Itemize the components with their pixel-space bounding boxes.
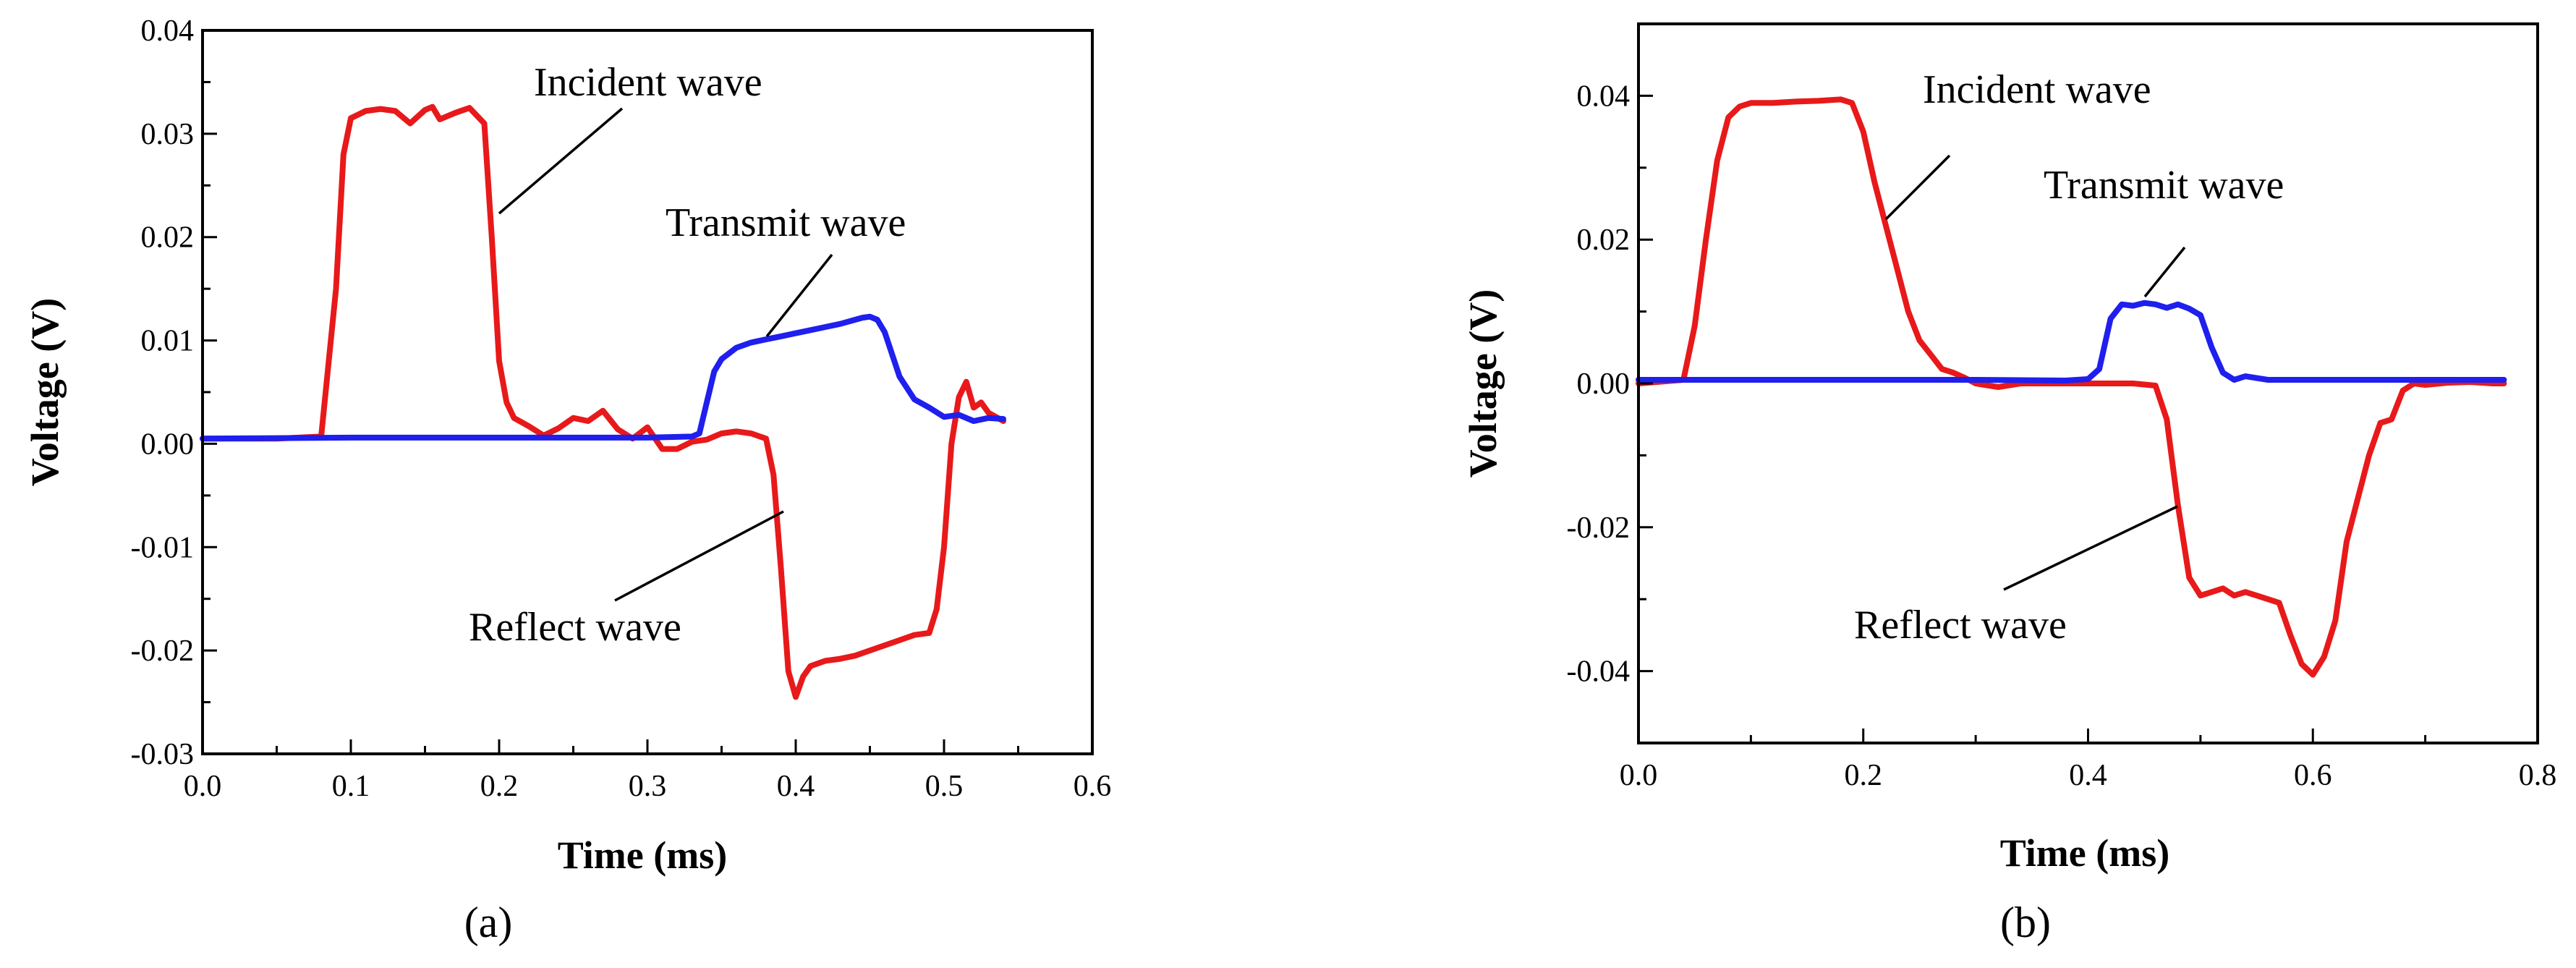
panel-b-x-tick-label: 0.8 — [2519, 759, 2557, 792]
chart-panel-b: 0.0 0.2 0.4 0.6 0.8 -0.04 -0.02 0.00 0.02 0.04 In… — [1461, 22, 2557, 946]
panel-b-x-tick-label: 0.2 — [1845, 759, 1883, 792]
panel-a-x-tick-label: 0.1 — [332, 770, 370, 803]
panel-b-series-layer — [1636, 96, 2507, 678]
panel-a-transmit-annotation: Transmit wave — [666, 200, 906, 245]
panel-a-y-tick-label: 0.00 — [141, 428, 195, 461]
panel-a-y-tick-label: 0.04 — [141, 14, 195, 48]
panel-a-reflect-leader — [614, 510, 784, 602]
panel-b-x-tick-label: 0.4 — [2069, 759, 2107, 792]
panel-a-y-tick-label: -0.02 — [131, 634, 195, 668]
panel-b-x-axis-label: Time (ms) — [2000, 831, 2169, 875]
panel-b-x-tick-label: 0.6 — [2294, 759, 2332, 792]
panel-b-y-tick-label: 0.04 — [1577, 80, 1631, 113]
panel-b-reflect-leader — [2003, 505, 2178, 591]
panel-b-label: (b) — [2000, 899, 2051, 946]
panel-a-x-tick-label: 0.6 — [1074, 770, 1112, 803]
chart-panel-a: 0.0 0.1 0.2 0.3 0.4 0.5 0.6 -0.03 -0.02 -0.01 0.00… — [23, 14, 1111, 946]
panel-a-y-tick-label: -0.03 — [131, 738, 195, 771]
panel-a-x-tick-label: 0.0 — [184, 770, 222, 803]
panel-a-incident-leader — [498, 107, 624, 215]
panel-b-transmit-leader — [2143, 246, 2186, 298]
panel-a-reflect-annotation: Reflect wave — [469, 605, 681, 650]
panel-a-y-tick-label: 0.03 — [141, 118, 195, 151]
panel-a-y-tick-label: 0.02 — [141, 221, 195, 255]
panel-b-ticks: 0.0 0.2 0.4 0.6 0.8 -0.04 -0.02 0.00 0.02 0.04 — [1567, 22, 2557, 792]
panel-b-incident-leader — [1884, 154, 1951, 221]
panel-b-y-tick-label: -0.02 — [1567, 511, 1631, 545]
panel-a-x-tick-label: 0.4 — [777, 770, 815, 803]
panel-a-ticks: 0.0 0.1 0.2 0.3 0.4 0.5 0.6 -0.03 -0.02 -0.01 0.00… — [131, 14, 1112, 803]
panel-b-y-axis-label: Voltage (V) — [1461, 289, 1505, 477]
panel-a-incident-annotation: Incident wave — [534, 60, 762, 105]
panel-a-x-axis-label: Time (ms) — [558, 833, 727, 877]
panel-b-x-tick-label: 0.0 — [1620, 759, 1658, 792]
panel-a-y-axis-label: Voltage (V) — [23, 298, 67, 486]
panel-b-transmit-annotation: Transmit wave — [2044, 163, 2284, 208]
panel-b-series-incident-reflect-line — [1636, 96, 2507, 678]
panel-a-series-layer — [200, 103, 1006, 700]
panel-b-y-tick-label: 0.02 — [1577, 224, 1631, 257]
panel-b-y-tick-label: 0.00 — [1577, 368, 1631, 401]
panel-a-x-tick-label: 0.2 — [480, 770, 519, 803]
panel-a-series-transmit-line — [200, 313, 1006, 442]
panel-a-y-tick-label: -0.01 — [131, 531, 195, 564]
panel-a-series-incident-reflect-line — [200, 103, 1006, 700]
panel-a-x-tick-label: 0.3 — [629, 770, 667, 803]
panel-b-incident-annotation: Incident wave — [1923, 67, 2151, 112]
panel-a-label: (a) — [464, 899, 513, 946]
panel-b-series-transmit-line — [1636, 300, 2507, 383]
panel-a-y-tick-label: 0.01 — [141, 325, 195, 358]
panel-b-y-tick-label: -0.04 — [1567, 655, 1631, 689]
panel-a-x-tick-label: 0.5 — [925, 770, 964, 803]
panel-a-transmit-leader — [765, 253, 833, 338]
panel-b-reflect-annotation: Reflect wave — [1854, 603, 2067, 648]
